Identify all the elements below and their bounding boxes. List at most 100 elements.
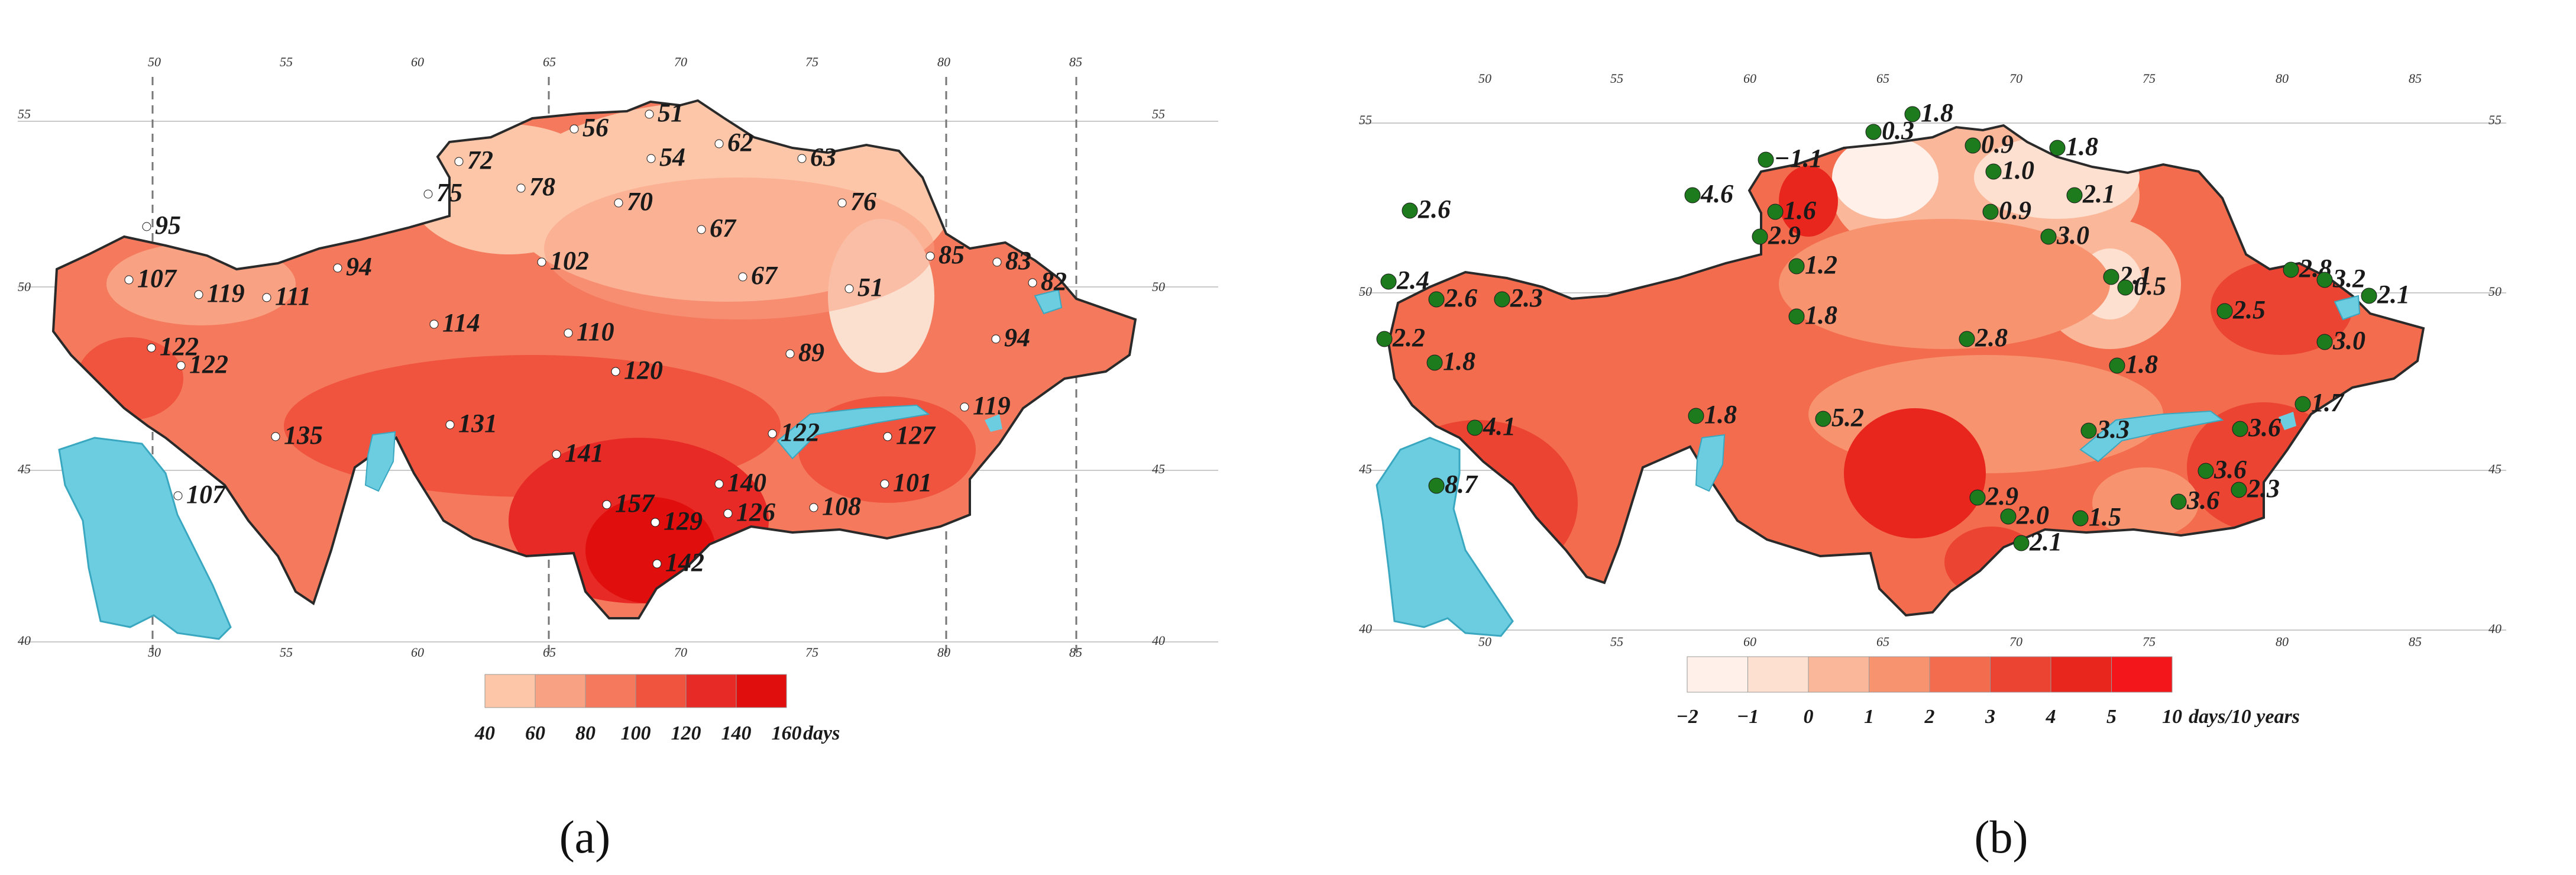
station-value: 101 — [893, 468, 932, 497]
station-value: 3.2 — [2332, 264, 2365, 293]
legend-tick-label: 0 — [1804, 706, 1814, 728]
station-marker — [991, 334, 1001, 344]
tick-label: 55 — [280, 54, 293, 69]
lake-alakol-b — [2279, 412, 2296, 430]
tick-label: 50 — [2488, 284, 2501, 299]
station-value: 5.2 — [1831, 403, 1864, 432]
legend-tick-label: 60 — [525, 722, 545, 744]
legend-tick-label: −2 — [1676, 706, 1698, 728]
station-value: 111 — [275, 282, 311, 311]
station-marker — [1376, 331, 1393, 347]
station-value: 56 — [582, 113, 609, 142]
station-value: 1.8 — [1805, 301, 1837, 330]
aral-sea-b — [1695, 434, 1726, 492]
tick-label: 70 — [674, 54, 687, 69]
station-marker — [1767, 204, 1784, 220]
tick-label: 55 — [1359, 112, 1372, 127]
tick-label: 45 — [1359, 461, 1372, 476]
tick-label: 50 — [1478, 71, 1491, 86]
ticks-top-a: 50 55 60 65 70 75 80 85 — [148, 54, 1082, 69]
station-marker — [569, 124, 579, 134]
station-marker — [2283, 261, 2299, 278]
station-marker — [646, 154, 656, 163]
station-value: 78 — [529, 172, 555, 201]
station-marker — [176, 361, 186, 370]
station-value: 4.6 — [1700, 179, 1733, 208]
station-value: 1.5 — [2089, 502, 2121, 531]
station-marker — [1788, 308, 1805, 325]
station-value: 2.4 — [1396, 266, 1429, 295]
legend-swatch — [1929, 656, 1991, 693]
station-marker — [714, 139, 724, 148]
legend-swatch — [2111, 656, 2173, 693]
tick-label: 85 — [1069, 54, 1082, 69]
tick-label: 50 — [1359, 284, 1372, 299]
station-value: 3.6 — [2213, 455, 2247, 484]
legend-swatch — [1808, 656, 1869, 693]
station-marker — [652, 559, 662, 569]
legend-tick-label: 160 — [772, 722, 802, 744]
tick-label: 45 — [1152, 461, 1165, 476]
station-value: 142 — [665, 548, 704, 577]
legend-tick-label: 80 — [575, 722, 596, 744]
map-a-svg: 50 55 60 65 70 75 80 85 50 55 60 65 70 7… — [18, 54, 1218, 744]
tick-label: 55 — [1610, 634, 1623, 649]
station-value: 2.1 — [2377, 280, 2410, 309]
legend-swatch — [2050, 656, 2112, 693]
legend-swatch — [484, 674, 536, 708]
station-value: 63 — [810, 143, 836, 172]
station-value: 2.9 — [1985, 482, 2018, 511]
station-marker — [1684, 187, 1701, 204]
station-value: 51 — [857, 273, 884, 302]
legend-b: −2 −1 0 1 2 3 4 5 10 days/10 years — [1676, 656, 2300, 728]
station-value: 89 — [798, 338, 824, 367]
tick-label: 75 — [2143, 634, 2156, 649]
station-value: 1.8 — [1704, 400, 1737, 429]
tick-label: 55 — [1610, 71, 1623, 86]
tick-label: 55 — [2488, 112, 2501, 127]
station-value: 2.3 — [2247, 474, 2280, 503]
station-marker — [2072, 510, 2089, 527]
map-panel-a: 50 55 60 65 70 75 80 85 50 55 60 65 70 7… — [18, 54, 1218, 863]
station-marker — [445, 420, 455, 430]
station-marker — [142, 222, 151, 231]
station-value: 119 — [207, 279, 245, 308]
station-marker — [2049, 140, 2066, 156]
station-value: 8.7 — [1445, 470, 1478, 499]
tick-label: 60 — [1743, 71, 1756, 86]
station-value: 2.1 — [2082, 179, 2115, 208]
station-marker — [738, 272, 747, 282]
station-marker — [1985, 163, 2002, 180]
caspian-sea-b — [1376, 437, 1514, 637]
station-marker — [2000, 508, 2017, 525]
tick-label: 65 — [543, 645, 556, 660]
station-value: 3.6 — [2186, 486, 2219, 515]
station-value: 2.9 — [1768, 221, 1801, 250]
station-value: 120 — [624, 356, 663, 385]
station-value: 0.9 — [1999, 196, 2031, 225]
station-marker — [2316, 272, 2333, 288]
tick-label: 85 — [1069, 645, 1082, 660]
station-value: 83 — [1005, 246, 1031, 275]
station-marker — [194, 290, 203, 299]
legend-tick-label: 5 — [2106, 706, 2117, 728]
map-b-svg: 50 55 60 65 70 75 80 85 50 55 60 65 70 7… — [1359, 71, 2506, 728]
station-value: 2.2 — [1392, 323, 1425, 352]
station-marker — [1959, 331, 1975, 347]
station-marker — [883, 432, 892, 441]
station-marker — [697, 225, 706, 234]
legend-swatch — [736, 674, 787, 708]
station-value: 76 — [850, 187, 876, 216]
station-marker — [1752, 228, 1768, 245]
tick-label: 80 — [2276, 634, 2289, 649]
legend-swatch — [1869, 656, 1930, 693]
legend-tick-label: 10 — [2162, 706, 2182, 728]
station-value: 110 — [577, 317, 614, 346]
caspian-sea-a — [58, 437, 232, 640]
station-value: 2.5 — [2232, 295, 2266, 324]
tick-label: 70 — [2009, 634, 2022, 649]
legend-swatch — [585, 674, 636, 708]
station-value: −1.1 — [1774, 144, 1823, 173]
tick-label: 50 — [18, 279, 31, 294]
station-value: 122 — [189, 350, 228, 379]
